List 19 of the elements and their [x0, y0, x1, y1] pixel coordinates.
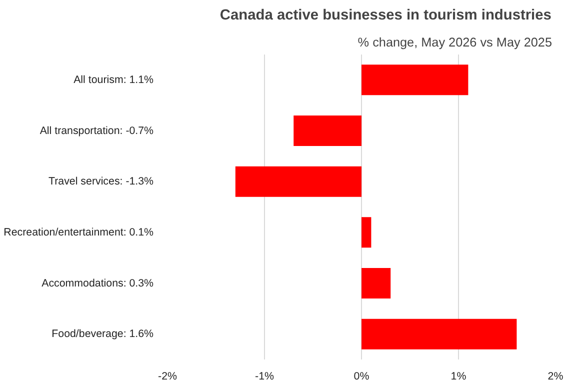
bar: [235, 166, 362, 197]
y-tick-label: Recreation/entertainment: 0.1%: [4, 226, 154, 238]
y-tick-label: All transportation: -0.7%: [40, 124, 154, 137]
bar: [362, 64, 468, 96]
bar: [294, 116, 362, 146]
bar: [362, 268, 391, 298]
chart-title: Canada active businesses in tourism industries: [220, 8, 552, 24]
y-tick-label: Travel services: -1.3%: [48, 176, 154, 188]
y-tick-label: All tourism: 1.1%: [74, 74, 154, 86]
x-tick-label: 2%: [548, 370, 564, 382]
y-tick-label: Food/beverage: 1.6%: [52, 328, 154, 340]
x-tick-label: -1%: [255, 370, 274, 382]
chart-subtitle: % change, May 2026 vs May 2025: [358, 36, 552, 50]
bar: [362, 318, 517, 350]
x-tick-label: 0%: [354, 370, 370, 382]
x-tick-label: -2%: [158, 370, 178, 382]
bar: [362, 217, 372, 248]
y-tick-label: Accommodations: 0.3%: [42, 277, 154, 290]
x-tick-label: 1%: [450, 370, 467, 382]
